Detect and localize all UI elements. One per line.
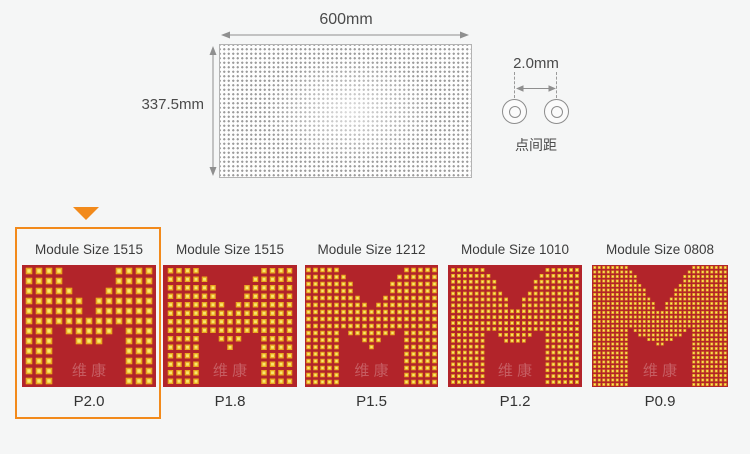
module-option-p0-9[interactable]: Module Size 0808 P0.9 (592, 227, 728, 419)
led-lamp-hole-icon (550, 105, 563, 118)
panel-width-label: 600mm (319, 11, 373, 28)
module-pitch-label: P1.5 (356, 393, 387, 410)
selected-marker-triangle-icon (73, 207, 99, 220)
led-panel-dot-grid (219, 44, 472, 178)
module-title: Module Size 1010 (460, 242, 570, 257)
height-dimension-arrow (209, 46, 217, 176)
led-lamp-icon (502, 99, 527, 124)
pitch-caption: 点间距 (515, 137, 557, 153)
module-preview-image (305, 265, 438, 387)
module-preview-image (592, 265, 728, 387)
module-title: Module Size 0808 (605, 242, 715, 257)
module-option-p1-5[interactable]: Module Size 1212 P1.5 (305, 227, 438, 419)
pitch-guide-line-left (514, 72, 515, 98)
module-preview-image (22, 265, 156, 387)
pitch-dimension-arrow (516, 85, 556, 92)
module-pitch-label: P1.8 (214, 393, 246, 410)
module-preview-image (163, 265, 297, 387)
module-title: Module Size 1515 (34, 242, 144, 257)
led-lamp-icon (544, 99, 569, 124)
panel-height-label: 337.5mm (141, 96, 204, 113)
module-option-p1-2[interactable]: Module Size 1010 P1.2 (448, 227, 582, 419)
module-preview-image (448, 265, 582, 387)
module-option-p2-0[interactable]: Module Size 1515 P2.0 (22, 227, 156, 419)
module-pitch-label: P0.9 (644, 393, 676, 410)
module-pitch-label: P1.2 (499, 393, 531, 410)
width-dimension-arrow (221, 31, 469, 39)
module-pitch-label: P2.0 (73, 393, 105, 410)
led-lamp-hole-icon (508, 105, 521, 118)
module-title: Module Size 1515 (175, 242, 285, 257)
pitch-guide-line-right (556, 72, 557, 98)
pixel-pitch-value-label: 2.0mm (513, 55, 559, 72)
selected-module-highlight-border (15, 227, 161, 419)
module-option-p1-8[interactable]: Module Size 1515 P1.8 (163, 227, 297, 419)
module-title: Module Size 1212 (317, 242, 426, 257)
